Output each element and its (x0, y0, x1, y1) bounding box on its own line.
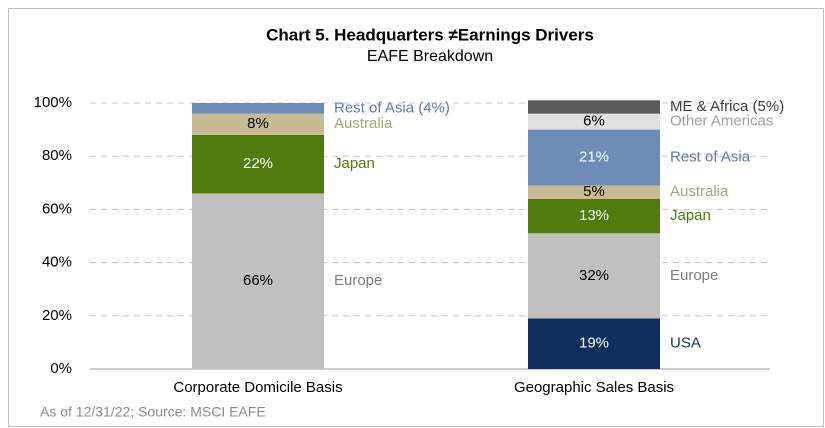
value-label: 6% (583, 113, 605, 130)
bar-segment (192, 103, 324, 114)
bar-segment (528, 185, 660, 199)
bar-segment (528, 233, 660, 319)
segment-label: Rest of Asia (670, 148, 751, 165)
bar-segment (192, 134, 324, 194)
y-tick-label: 40% (42, 254, 72, 271)
y-tick-label: 80% (42, 147, 72, 164)
x-tick-label: Corporate Domicile Basis (173, 379, 342, 396)
segment-label: Japan (334, 155, 375, 172)
segment-label: Other Americas (670, 113, 773, 130)
segment-label: Europe (334, 272, 382, 289)
y-tick-label: 100% (34, 94, 72, 111)
bar-segment (528, 318, 660, 369)
chart-title: Chart 5. Headquarters ≠Earnings Drivers (266, 25, 594, 44)
chart-frame (8, 8, 824, 427)
segment-label: Australia (334, 115, 393, 132)
y-tick-label: 0% (50, 360, 72, 377)
segment-label: Japan (670, 207, 711, 224)
bar-segment (192, 113, 324, 135)
bar-segment (528, 198, 660, 234)
value-label: 5% (583, 183, 605, 200)
y-tick-label: 60% (42, 200, 72, 217)
bar-segment (528, 100, 660, 114)
x-tick-label: Geographic Sales Basis (514, 379, 674, 396)
value-label: 21% (579, 148, 609, 165)
segment-label: Europe (670, 267, 718, 284)
value-label: 8% (247, 115, 269, 132)
chart-subtitle: EAFE Breakdown (367, 48, 493, 65)
segment-label: USA (670, 335, 701, 352)
value-label: 19% (579, 335, 609, 352)
segment-label: Australia (670, 183, 729, 200)
bar-segment (528, 129, 660, 186)
value-label: 66% (243, 272, 273, 289)
bar-segment (528, 113, 660, 130)
segment-label: Rest of Asia (4%) (334, 99, 450, 116)
value-label: 22% (243, 155, 273, 172)
footnote: As of 12/31/22; Source: MSCI EAFE (40, 404, 266, 420)
value-label: 32% (579, 267, 609, 284)
bar-segment (192, 193, 324, 369)
y-tick-label: 20% (42, 307, 72, 324)
segment-label: ME & Africa (5%) (670, 98, 784, 115)
value-label: 13% (579, 207, 609, 224)
